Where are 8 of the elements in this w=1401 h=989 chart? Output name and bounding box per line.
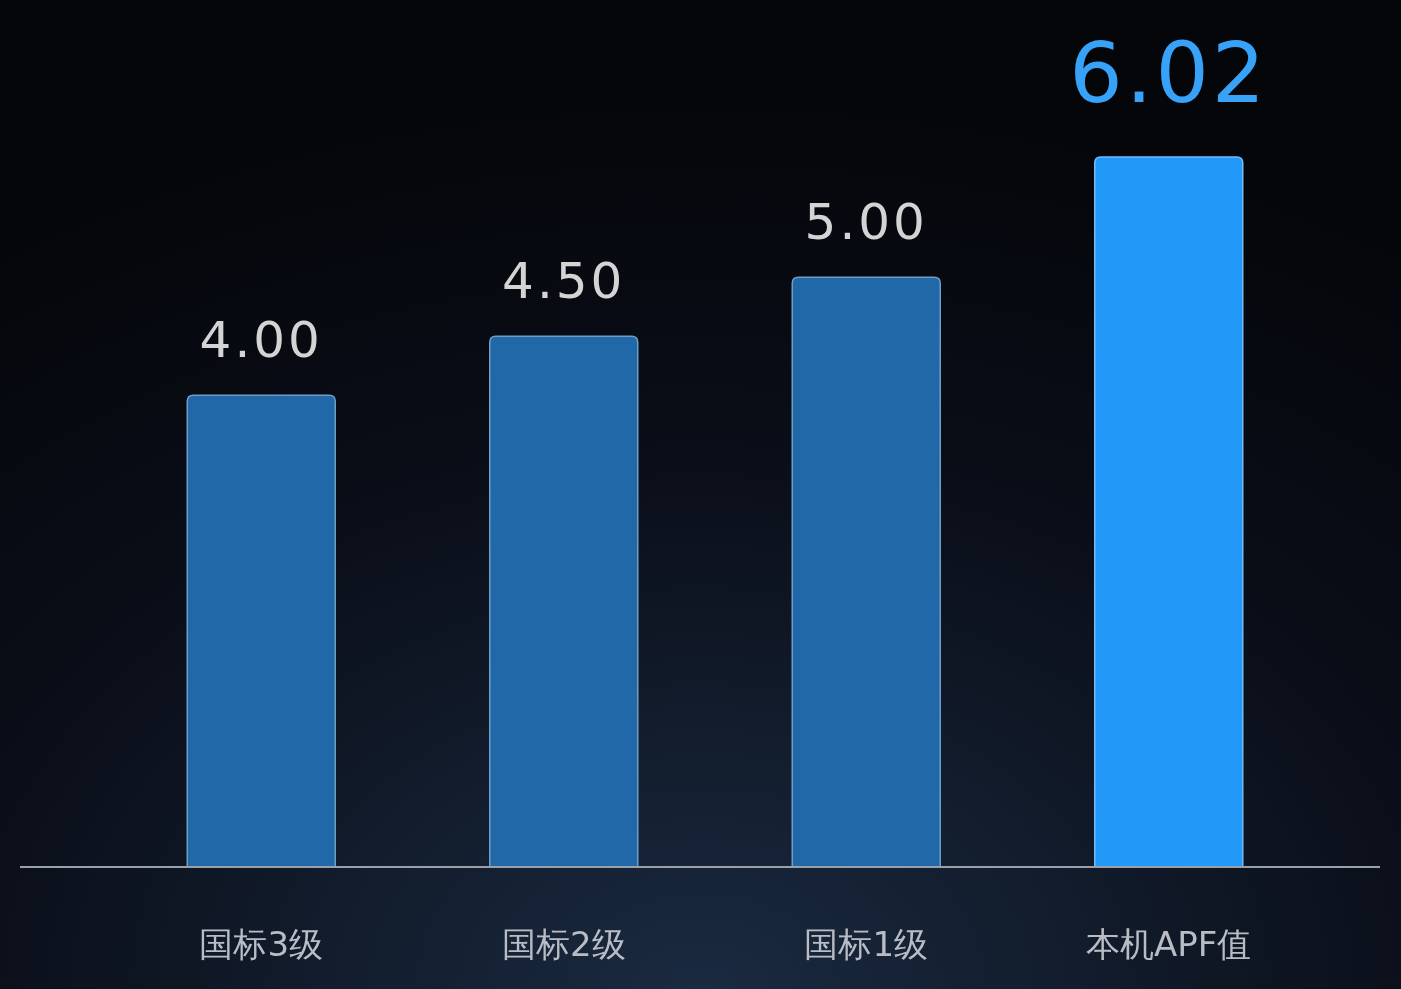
- x-tick-label: 国标1级: [804, 924, 929, 964]
- data-label: 4.50: [502, 252, 626, 311]
- data-label: 5.00: [804, 193, 928, 252]
- data-label: 6.02: [1069, 24, 1269, 122]
- x-tick-label: 国标3级: [199, 924, 324, 964]
- x-tick-label: 本机APF值: [1086, 924, 1252, 964]
- data-label: 4.00: [199, 311, 323, 370]
- x-tick-label: 国标2级: [501, 924, 626, 964]
